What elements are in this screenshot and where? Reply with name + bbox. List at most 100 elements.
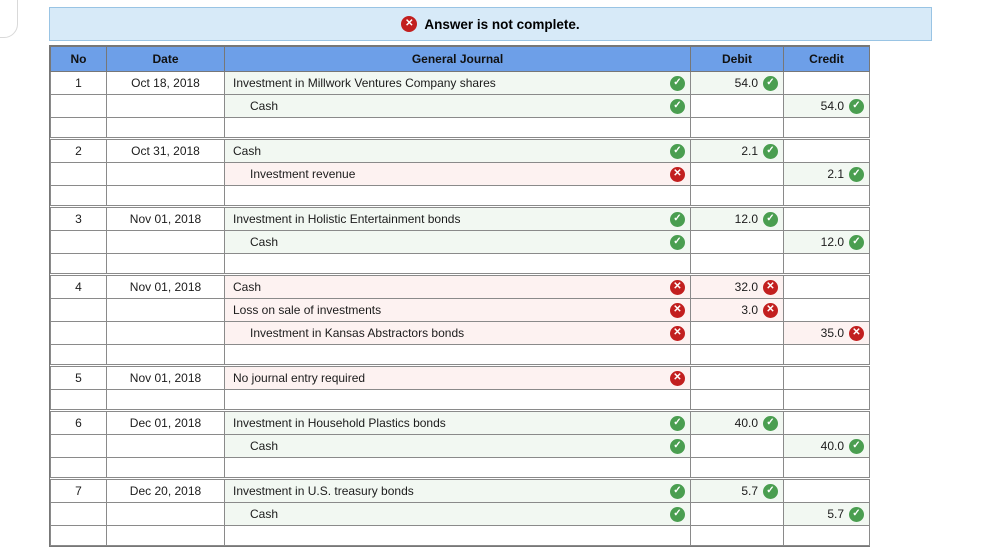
blank-row: [50, 117, 870, 138]
entry-separator: [50, 364, 870, 367]
column-header-no: No: [50, 46, 107, 72]
credit-cell: [783, 479, 870, 503]
entry-separator: [50, 205, 870, 208]
entry-number-cell: [50, 321, 107, 345]
debit-cell: [690, 502, 784, 526]
entry-date: Nov 01, 2018: [129, 371, 202, 385]
debit-cell: [690, 230, 784, 254]
entry-number: 6: [75, 416, 82, 430]
entry-date-cell: [106, 502, 225, 526]
journal-row: Investment in Kansas Abstractors bonds ✕ 3…: [50, 321, 870, 345]
error-icon: ✕: [401, 16, 418, 32]
debit-cell: [690, 162, 784, 186]
journal-row: Cash ✓ 5.7 ✓: [50, 502, 870, 526]
correct-icon: ✓: [763, 415, 778, 431]
journal-row: Cash ✓ 54.0 ✓: [50, 94, 870, 118]
journal-row: Investment revenue ✕ 2.1 ✓: [50, 162, 870, 186]
debit-amount: 32.0: [734, 280, 758, 294]
entry-number-cell: [50, 230, 107, 254]
journal-row: Cash ✓ 12.0 ✓: [50, 230, 870, 254]
account-name: Cash: [250, 235, 279, 249]
entry-date: Oct 18, 2018: [131, 76, 200, 90]
correct-icon: ✓: [763, 483, 778, 499]
entry-date-cell: [106, 230, 225, 254]
blank-row: [50, 185, 870, 206]
blank-debit-cell: [690, 525, 784, 546]
credit-cell: [783, 71, 870, 95]
incorrect-icon: ✕: [849, 325, 864, 341]
entry-number-cell: 3: [50, 207, 107, 231]
account-name: Cash: [250, 439, 279, 453]
blank-row: [50, 457, 870, 478]
entry-separator: [50, 409, 870, 412]
credit-cell: 35.0 ✕: [783, 321, 870, 345]
blank-credit-cell: [783, 185, 870, 206]
correct-icon: ✓: [849, 506, 864, 522]
blank-no-cell: [50, 344, 107, 365]
journal-row: 7 Dec 20, 2018 Investment in U.S. treasury…: [50, 479, 870, 503]
correct-icon: ✓: [763, 211, 778, 227]
blank-credit-cell: [783, 457, 870, 478]
account-name: Investment in Household Plastics bonds: [233, 416, 446, 430]
credit-cell: 54.0 ✓: [783, 94, 870, 118]
entry-separator: [50, 273, 870, 276]
account-name: Cash: [233, 280, 262, 294]
credit-cell: [783, 298, 870, 322]
incorrect-icon: ✕: [670, 279, 685, 295]
entry-number-cell: 2: [50, 139, 107, 163]
entry-number-cell: 5: [50, 366, 107, 390]
account-cell: Cash ✕: [224, 275, 691, 299]
incorrect-icon: ✕: [763, 302, 778, 318]
entry-date-cell: Nov 01, 2018: [106, 275, 225, 299]
account-cell: Investment in Millwork Ventures Company …: [224, 71, 691, 95]
blank-account-cell: [224, 457, 691, 478]
blank-row: [50, 253, 870, 274]
incorrect-icon: ✕: [670, 325, 685, 341]
journal-row: Cash ✓ 40.0 ✓: [50, 434, 870, 458]
debit-amount: 54.0: [734, 76, 758, 90]
account-name: Investment in Holistic Entertainment bon…: [233, 212, 461, 226]
correct-icon: ✓: [849, 234, 864, 250]
entry-number-cell: [50, 434, 107, 458]
debit-cell: [690, 321, 784, 345]
credit-cell: [783, 139, 870, 163]
credit-cell: 40.0 ✓: [783, 434, 870, 458]
blank-no-cell: [50, 117, 107, 138]
entry-number-cell: [50, 94, 107, 118]
correct-icon: ✓: [670, 75, 685, 91]
entry-number-cell: [50, 162, 107, 186]
debit-amount: 12.0: [734, 212, 758, 226]
blank-date-cell: [106, 344, 225, 365]
blank-no-cell: [50, 253, 107, 274]
blank-account-cell: [224, 185, 691, 206]
account-cell: Investment in Household Plastics bonds ✓: [224, 411, 691, 435]
blank-debit-cell: [690, 253, 784, 274]
entry-number-cell: 7: [50, 479, 107, 503]
blank-date-cell: [106, 525, 225, 546]
blank-credit-cell: [783, 253, 870, 274]
incorrect-icon: ✕: [670, 166, 685, 182]
blank-date-cell: [106, 117, 225, 138]
entry-number-cell: [50, 298, 107, 322]
account-name: Investment in Millwork Ventures Company …: [233, 76, 496, 90]
adjacent-panel-corner: [0, 0, 18, 38]
column-header-general-journal: General Journal: [224, 46, 691, 72]
blank-no-cell: [50, 389, 107, 410]
page: ✕ Answer is not complete. No Date Genera…: [49, 0, 932, 547]
credit-cell: 12.0 ✓: [783, 230, 870, 254]
blank-debit-cell: [690, 117, 784, 138]
blank-credit-cell: [783, 117, 870, 138]
blank-date-cell: [106, 253, 225, 274]
correct-icon: ✓: [670, 438, 685, 454]
debit-cell: [690, 434, 784, 458]
entry-separator: [50, 137, 870, 140]
blank-debit-cell: [690, 389, 784, 410]
correct-icon: ✓: [670, 143, 685, 159]
journal-row: 1 Oct 18, 2018 Investment in Millwork Vent…: [50, 71, 870, 95]
entry-date: Dec 01, 2018: [129, 416, 202, 430]
entry-date-cell: [106, 162, 225, 186]
entry-number: 5: [75, 371, 82, 385]
entry-date: Oct 31, 2018: [131, 144, 200, 158]
account-cell: Loss on sale of investments ✕: [224, 298, 691, 322]
entry-number: 1: [75, 76, 82, 90]
